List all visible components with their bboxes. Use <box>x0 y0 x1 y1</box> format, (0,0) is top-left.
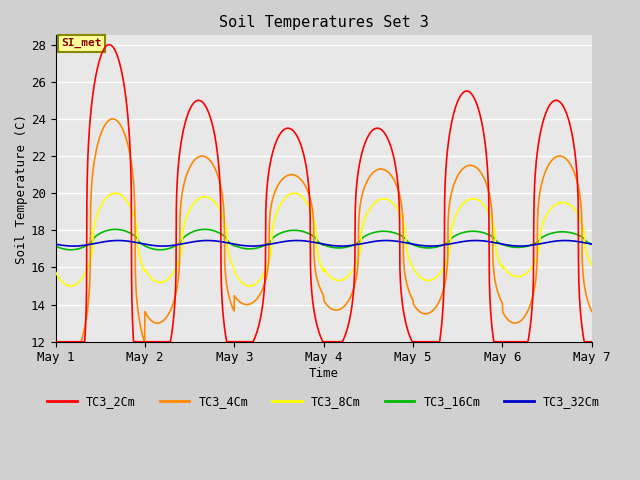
Title: Soil Temperatures Set 3: Soil Temperatures Set 3 <box>219 15 429 30</box>
Y-axis label: Soil Temperature (C): Soil Temperature (C) <box>15 114 28 264</box>
Legend: TC3_2Cm, TC3_4Cm, TC3_8Cm, TC3_16Cm, TC3_32Cm: TC3_2Cm, TC3_4Cm, TC3_8Cm, TC3_16Cm, TC3… <box>42 391 605 413</box>
Text: SI_met: SI_met <box>61 38 101 48</box>
X-axis label: Time: Time <box>308 367 339 380</box>
